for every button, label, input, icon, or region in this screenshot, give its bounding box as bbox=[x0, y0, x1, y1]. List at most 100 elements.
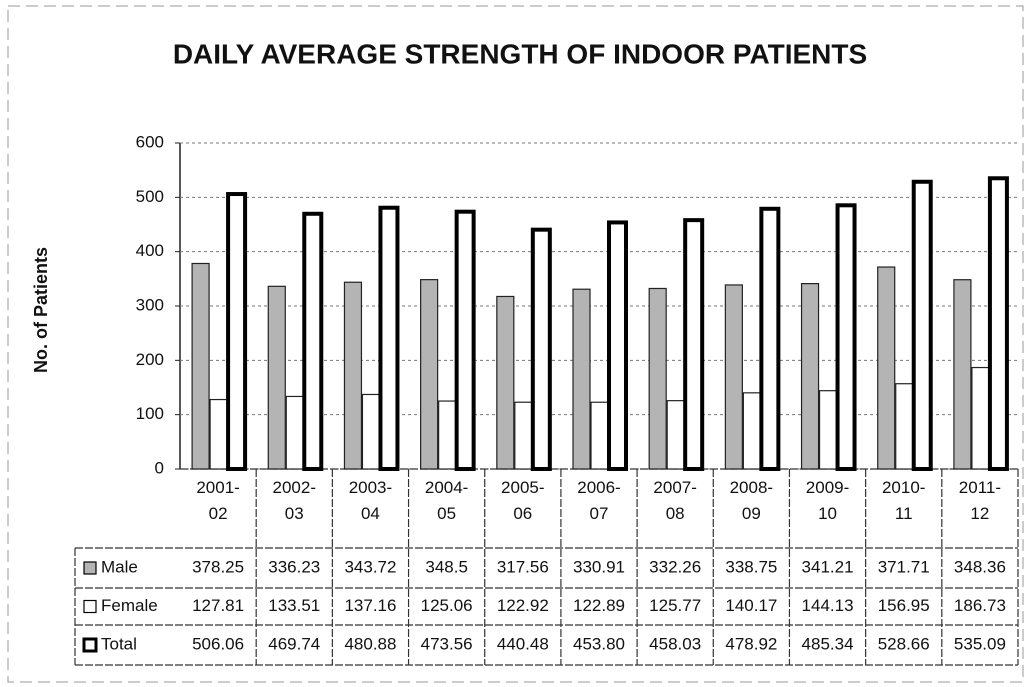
bar bbox=[496, 295, 515, 470]
x-tick-label-box: 2004-05 bbox=[424, 478, 469, 523]
bar bbox=[953, 279, 972, 470]
x-tick-label: 2002-03 bbox=[272, 478, 316, 523]
legend-label: Total bbox=[101, 634, 137, 653]
x-tick-label-box: 2003-04 bbox=[348, 478, 393, 523]
chart-title: DAILY AVERAGE STRENGTH OF INDOOR PATIENT… bbox=[173, 38, 867, 69]
bar bbox=[420, 279, 439, 470]
data-label: 133.51 bbox=[268, 596, 320, 615]
data-label: 341.21 bbox=[802, 557, 854, 576]
y-tick-label: 0 bbox=[155, 458, 164, 477]
data-label: 528.66 bbox=[878, 634, 930, 653]
bar bbox=[877, 266, 896, 470]
bar bbox=[438, 400, 457, 470]
bar bbox=[285, 395, 304, 470]
bar bbox=[514, 401, 533, 470]
x-tick-label-box: 2010-11 bbox=[881, 478, 926, 523]
x-tick-label: 2001-02 bbox=[196, 478, 240, 523]
data-label: 144.13 bbox=[802, 596, 854, 615]
bar bbox=[911, 179, 933, 471]
x-tick-label-box: 2002-03 bbox=[272, 478, 316, 523]
bar bbox=[343, 281, 363, 470]
x-tick-label-box: 2006-07 bbox=[577, 478, 621, 523]
data-label: 371.71 bbox=[878, 557, 930, 576]
data-label: 137.16 bbox=[344, 596, 396, 615]
y-tick-label: 400 bbox=[136, 241, 164, 260]
data-label: 127.81 bbox=[192, 596, 244, 615]
frame bbox=[7, 5, 1024, 683]
data-label: 378.25 bbox=[192, 557, 244, 576]
x-tick-label-box: 2011-12 bbox=[958, 478, 1001, 523]
data-label: 535.09 bbox=[954, 634, 1006, 653]
y-tick-label: 600 bbox=[136, 132, 164, 151]
x-tick-label: 2010-11 bbox=[881, 478, 926, 523]
x-tick-label-box: 2009-10 bbox=[805, 478, 850, 523]
data-label: 440.48 bbox=[497, 634, 549, 653]
y-tick-label: 500 bbox=[136, 187, 164, 206]
x-tick-label-box: 2005-06 bbox=[501, 478, 545, 523]
y-tick-label: 300 bbox=[136, 295, 164, 314]
data-label: 348.36 bbox=[954, 557, 1006, 576]
bar bbox=[361, 393, 381, 470]
data-label: 506.06 bbox=[192, 634, 244, 653]
bar bbox=[835, 203, 857, 471]
x-tick-label-box: 2007-08 bbox=[653, 478, 697, 523]
legend-swatch bbox=[82, 637, 98, 653]
data-label: 317.56 bbox=[497, 557, 549, 576]
data-label: 186.73 bbox=[954, 596, 1006, 615]
bar bbox=[590, 401, 609, 470]
data-label: 343.72 bbox=[344, 557, 396, 576]
bar bbox=[666, 400, 685, 470]
x-tick-label: 2007-08 bbox=[653, 478, 697, 523]
data-label: 480.88 bbox=[344, 634, 396, 653]
data-label: 122.89 bbox=[573, 596, 625, 615]
bar bbox=[226, 192, 248, 471]
bar bbox=[724, 284, 743, 470]
x-tick-label: 2005-06 bbox=[501, 478, 545, 523]
bar bbox=[800, 283, 820, 470]
data-label: 125.77 bbox=[649, 596, 701, 615]
x-tick-label: 2008-09 bbox=[729, 478, 774, 523]
y-tick-label: 100 bbox=[136, 404, 164, 423]
bar bbox=[209, 398, 228, 470]
x-tick-label-box: 2001-02 bbox=[196, 478, 240, 523]
bar bbox=[971, 366, 990, 470]
data-label: 338.75 bbox=[725, 557, 777, 576]
bar bbox=[267, 285, 286, 470]
bar bbox=[987, 176, 1009, 471]
data-label: 122.92 bbox=[497, 596, 549, 615]
bar bbox=[302, 211, 324, 471]
bar bbox=[454, 209, 476, 471]
data-label: 473.56 bbox=[421, 634, 473, 653]
bar bbox=[530, 227, 552, 471]
data-label: 332.26 bbox=[649, 557, 701, 576]
data-label: 140.17 bbox=[725, 596, 777, 615]
data-label: 156.95 bbox=[878, 596, 930, 615]
x-tick-label: 2004-05 bbox=[424, 478, 469, 523]
data-label: 336.23 bbox=[268, 557, 320, 576]
bar bbox=[818, 390, 838, 470]
bar bbox=[191, 262, 210, 470]
bar bbox=[648, 287, 667, 470]
x-tick-label: 2011-12 bbox=[958, 478, 1001, 523]
x-tick-label: 2006-07 bbox=[577, 478, 621, 523]
legend-label: Female bbox=[101, 596, 158, 615]
data-label: 453.80 bbox=[573, 634, 625, 653]
data-label: 458.03 bbox=[649, 634, 701, 653]
bar bbox=[759, 206, 781, 471]
data-label: 469.74 bbox=[268, 634, 320, 653]
x-tick-label-box: 2008-09 bbox=[729, 478, 774, 523]
bar bbox=[742, 392, 761, 470]
y-axis-label: No. of Patients bbox=[31, 247, 51, 373]
bar bbox=[607, 220, 628, 471]
x-tick-label: 2003-04 bbox=[348, 478, 393, 523]
y-tick-label: 200 bbox=[136, 350, 164, 369]
bar bbox=[895, 383, 914, 470]
legend-label: Male bbox=[101, 557, 138, 576]
data-label: 478.92 bbox=[725, 634, 777, 653]
data-label: 348.5 bbox=[425, 557, 468, 576]
x-tick-label: 2009-10 bbox=[805, 478, 850, 523]
bar bbox=[572, 288, 591, 470]
bar bbox=[378, 205, 400, 471]
data-label: 125.06 bbox=[421, 596, 473, 615]
